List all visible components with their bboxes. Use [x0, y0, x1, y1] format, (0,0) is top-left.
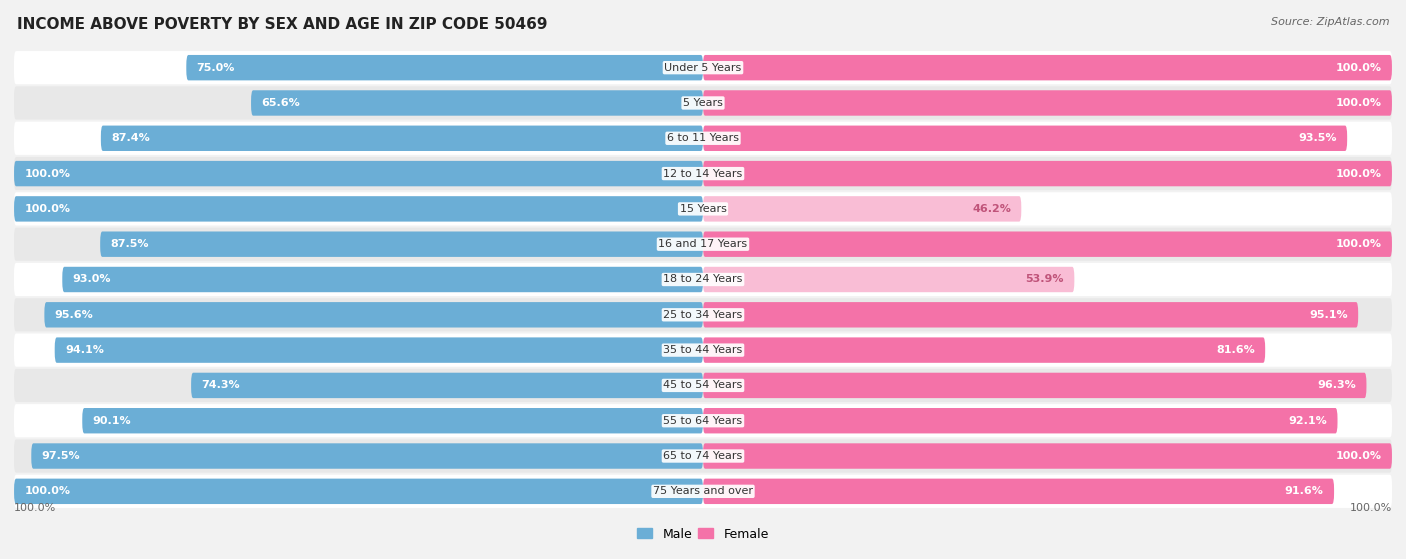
Text: 75.0%: 75.0% [197, 63, 235, 73]
FancyBboxPatch shape [186, 55, 703, 80]
FancyBboxPatch shape [703, 90, 1392, 116]
Text: 92.1%: 92.1% [1288, 416, 1327, 426]
FancyBboxPatch shape [14, 475, 1392, 508]
Text: 81.6%: 81.6% [1216, 345, 1254, 355]
FancyBboxPatch shape [14, 298, 1392, 331]
FancyBboxPatch shape [62, 267, 703, 292]
FancyBboxPatch shape [703, 408, 1337, 433]
FancyBboxPatch shape [100, 231, 703, 257]
Text: 100.0%: 100.0% [24, 486, 70, 496]
Text: Source: ZipAtlas.com: Source: ZipAtlas.com [1271, 17, 1389, 27]
FancyBboxPatch shape [14, 51, 1392, 84]
Legend: Male, Female: Male, Female [633, 523, 773, 546]
FancyBboxPatch shape [703, 338, 1265, 363]
FancyBboxPatch shape [703, 161, 1392, 186]
Text: INCOME ABOVE POVERTY BY SEX AND AGE IN ZIP CODE 50469: INCOME ABOVE POVERTY BY SEX AND AGE IN Z… [17, 17, 547, 32]
FancyBboxPatch shape [14, 479, 703, 504]
FancyBboxPatch shape [14, 369, 1392, 402]
FancyBboxPatch shape [55, 338, 703, 363]
FancyBboxPatch shape [14, 196, 703, 221]
FancyBboxPatch shape [101, 126, 703, 151]
Text: 100.0%: 100.0% [24, 204, 70, 214]
Text: 97.5%: 97.5% [42, 451, 80, 461]
Text: 74.3%: 74.3% [201, 381, 240, 390]
FancyBboxPatch shape [14, 439, 1392, 472]
Text: 87.4%: 87.4% [111, 133, 150, 143]
Text: 35 to 44 Years: 35 to 44 Years [664, 345, 742, 355]
FancyBboxPatch shape [83, 408, 703, 433]
FancyBboxPatch shape [703, 231, 1392, 257]
FancyBboxPatch shape [14, 122, 1392, 155]
Text: 100.0%: 100.0% [1350, 503, 1392, 513]
FancyBboxPatch shape [14, 192, 1392, 225]
FancyBboxPatch shape [191, 373, 703, 398]
Text: 91.6%: 91.6% [1285, 486, 1323, 496]
Text: 100.0%: 100.0% [14, 503, 56, 513]
FancyBboxPatch shape [703, 479, 1334, 504]
FancyBboxPatch shape [703, 373, 1367, 398]
Text: 45 to 54 Years: 45 to 54 Years [664, 381, 742, 390]
Text: 95.1%: 95.1% [1309, 310, 1348, 320]
Text: 65.6%: 65.6% [262, 98, 299, 108]
FancyBboxPatch shape [31, 443, 703, 469]
Text: Under 5 Years: Under 5 Years [665, 63, 741, 73]
Text: 16 and 17 Years: 16 and 17 Years [658, 239, 748, 249]
Text: 6 to 11 Years: 6 to 11 Years [666, 133, 740, 143]
Text: 65 to 74 Years: 65 to 74 Years [664, 451, 742, 461]
Text: 100.0%: 100.0% [1336, 98, 1382, 108]
Text: 95.6%: 95.6% [55, 310, 93, 320]
FancyBboxPatch shape [45, 302, 703, 328]
FancyBboxPatch shape [703, 302, 1358, 328]
FancyBboxPatch shape [703, 55, 1392, 80]
Text: 93.5%: 93.5% [1298, 133, 1337, 143]
Text: 100.0%: 100.0% [1336, 63, 1382, 73]
Text: 18 to 24 Years: 18 to 24 Years [664, 274, 742, 285]
FancyBboxPatch shape [703, 196, 1021, 221]
Text: 46.2%: 46.2% [972, 204, 1011, 214]
FancyBboxPatch shape [14, 263, 1392, 296]
Text: 75 Years and over: 75 Years and over [652, 486, 754, 496]
Text: 15 Years: 15 Years [679, 204, 727, 214]
FancyBboxPatch shape [14, 161, 703, 186]
FancyBboxPatch shape [14, 157, 1392, 190]
Text: 90.1%: 90.1% [93, 416, 131, 426]
Text: 25 to 34 Years: 25 to 34 Years [664, 310, 742, 320]
FancyBboxPatch shape [14, 228, 1392, 261]
Text: 100.0%: 100.0% [1336, 169, 1382, 178]
FancyBboxPatch shape [14, 404, 1392, 437]
Text: 94.1%: 94.1% [65, 345, 104, 355]
FancyBboxPatch shape [703, 126, 1347, 151]
Text: 55 to 64 Years: 55 to 64 Years [664, 416, 742, 426]
FancyBboxPatch shape [703, 443, 1392, 469]
Text: 5 Years: 5 Years [683, 98, 723, 108]
Text: 100.0%: 100.0% [1336, 239, 1382, 249]
FancyBboxPatch shape [14, 87, 1392, 120]
FancyBboxPatch shape [14, 334, 1392, 367]
Text: 100.0%: 100.0% [24, 169, 70, 178]
Text: 100.0%: 100.0% [1336, 451, 1382, 461]
Text: 93.0%: 93.0% [73, 274, 111, 285]
Text: 53.9%: 53.9% [1025, 274, 1064, 285]
FancyBboxPatch shape [252, 90, 703, 116]
Text: 12 to 14 Years: 12 to 14 Years [664, 169, 742, 178]
FancyBboxPatch shape [703, 267, 1074, 292]
Text: 96.3%: 96.3% [1317, 381, 1357, 390]
Text: 87.5%: 87.5% [111, 239, 149, 249]
